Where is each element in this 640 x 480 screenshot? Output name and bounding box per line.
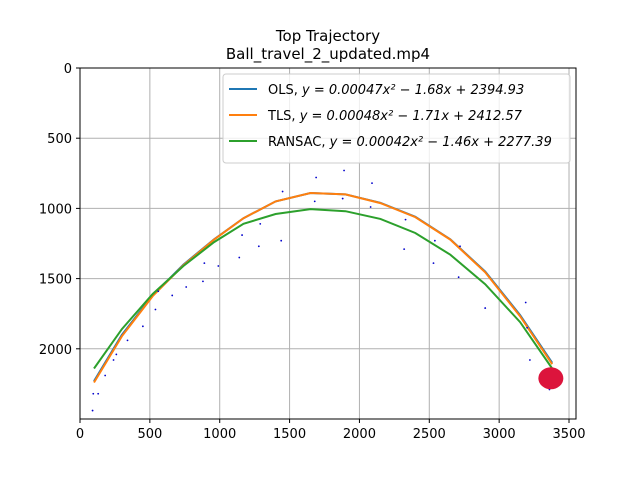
detection-point bbox=[238, 256, 241, 259]
detection-point bbox=[157, 290, 160, 293]
x-tick-label: 0 bbox=[76, 427, 84, 442]
detection-points bbox=[91, 169, 551, 412]
detection-point bbox=[203, 262, 206, 265]
detection-point bbox=[185, 286, 188, 288]
detection-point bbox=[217, 265, 220, 267]
x-tick-label: 500 bbox=[137, 427, 162, 442]
chart-title: Top Trajectory bbox=[275, 27, 380, 45]
detection-point bbox=[281, 190, 284, 193]
detection-point bbox=[259, 222, 262, 225]
fit-lines bbox=[93, 191, 554, 384]
legend-label: TLS, y = 0.00048x² − 1.71x + 2412.57 bbox=[267, 109, 523, 124]
detection-point bbox=[141, 325, 144, 328]
detection-point bbox=[112, 359, 115, 361]
detection-point bbox=[432, 262, 435, 265]
x-tick-label: 3500 bbox=[552, 427, 585, 442]
legend: OLS, y = 0.00047x² − 1.68x + 2394.93 TLS,… bbox=[222, 73, 571, 164]
detection-point bbox=[403, 248, 406, 251]
legend-label: RANSAC, y = 0.00042x² − 1.46x + 2277.39 bbox=[268, 135, 552, 150]
detection-point bbox=[313, 200, 316, 203]
detection-point bbox=[280, 239, 283, 242]
series-line-ransac bbox=[93, 208, 554, 370]
detection-point bbox=[257, 245, 260, 248]
x-tick-label: 1000 bbox=[203, 427, 236, 442]
plot-frame bbox=[79, 67, 577, 420]
ball-marker-dot bbox=[538, 367, 564, 390]
detection-point bbox=[528, 359, 531, 361]
detection-point bbox=[526, 326, 528, 329]
x-tick-label: 2000 bbox=[343, 427, 376, 442]
chart-subtitle: Ball_travel_2_updated.mp4 bbox=[226, 45, 430, 64]
detection-point bbox=[369, 206, 372, 208]
detection-point bbox=[524, 301, 527, 304]
detection-point bbox=[404, 218, 407, 221]
x-tick-label: 3000 bbox=[483, 427, 516, 442]
detection-point bbox=[433, 239, 436, 242]
detection-point bbox=[104, 374, 107, 377]
detection-point bbox=[92, 392, 95, 395]
x-tick-label: 1500 bbox=[273, 427, 306, 442]
detection-point bbox=[115, 353, 118, 356]
x-tick-label: 2500 bbox=[413, 427, 446, 442]
legend-box bbox=[222, 73, 571, 164]
y-tick-label: 0 bbox=[64, 62, 72, 77]
detection-point bbox=[171, 294, 174, 297]
detection-point bbox=[371, 182, 373, 185]
detection-point bbox=[202, 280, 204, 283]
detection-point bbox=[459, 245, 461, 248]
x-axis-ticks: 0 500 1000 1500 2000 2500 3000 3500 bbox=[76, 419, 586, 442]
y-tick-label: 500 bbox=[47, 132, 72, 147]
y-axis-ticks: 0 500 1000 1500 2000 bbox=[39, 62, 80, 358]
detection-point bbox=[154, 308, 157, 311]
detection-point bbox=[341, 197, 344, 200]
detection-point bbox=[343, 169, 345, 172]
detection-point bbox=[126, 339, 129, 342]
detection-point bbox=[457, 276, 460, 279]
y-tick-label: 1000 bbox=[39, 202, 72, 217]
detection-point bbox=[484, 307, 487, 309]
legend-label: OLS, y = 0.00047x² − 1.68x + 2394.93 bbox=[268, 83, 524, 98]
detection-point bbox=[91, 409, 94, 412]
detection-point bbox=[315, 176, 318, 179]
detection-point bbox=[97, 392, 100, 395]
detection-point bbox=[241, 234, 243, 236]
ball-marker bbox=[538, 367, 564, 390]
y-tick-label: 2000 bbox=[39, 343, 72, 358]
series-line-tls bbox=[93, 191, 554, 384]
y-tick-label: 1500 bbox=[39, 273, 72, 288]
